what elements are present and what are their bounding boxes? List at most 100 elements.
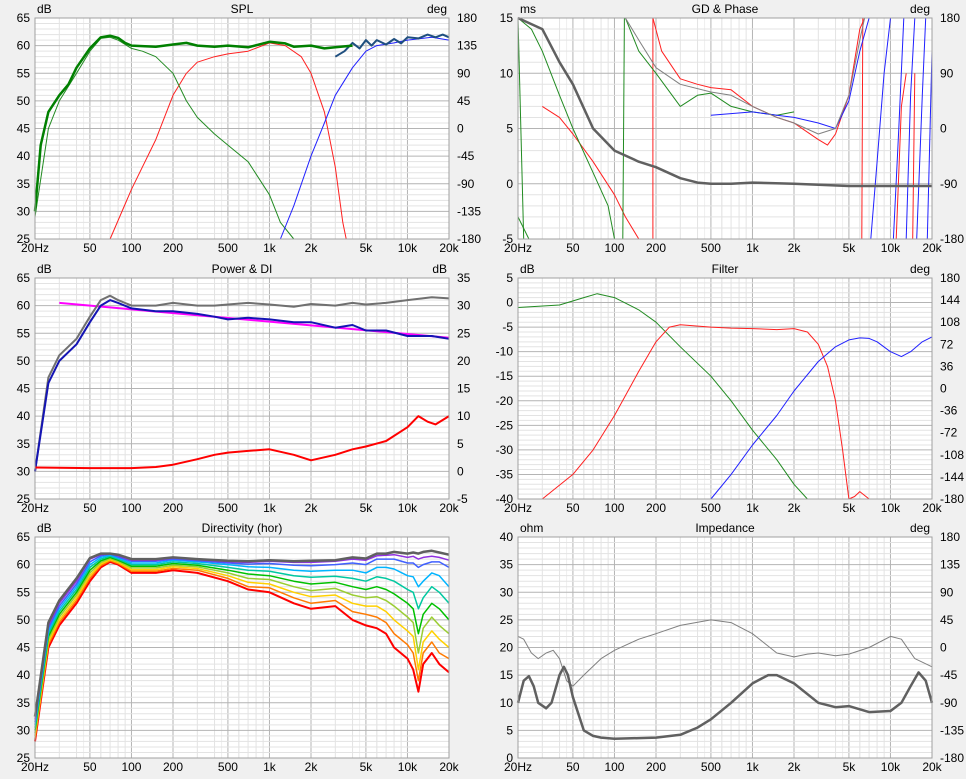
left-unit-label: ohm (520, 521, 543, 535)
x-tick-label: 5k (360, 501, 374, 515)
chart-title: Directivity (hor) (202, 521, 283, 535)
filter-chart: 20Hz 50 100 200 500 1k 2k 5k 10k 20k-40-35-30-25-… (496, 262, 965, 515)
x-tick-label: 2k (788, 760, 802, 774)
series-line-1 (517, 293, 808, 500)
x-tick-label: 10k (881, 501, 901, 515)
x-tick-label: 20Hz (504, 760, 532, 774)
y-tick-label: 40 (17, 149, 31, 163)
series-line-1 (109, 42, 347, 240)
x-tick-label: 200 (646, 760, 666, 774)
y-tick-label: -5 (502, 320, 513, 334)
x-tick-label: 500 (218, 760, 238, 774)
x-tick-label: 5k (843, 760, 857, 774)
series-line-10 (622, 17, 625, 240)
x-tick-label: 20k (922, 760, 942, 774)
series-group (34, 294, 450, 472)
series-line-3 (279, 36, 450, 240)
right-unit-label: deg (910, 521, 930, 535)
gd-phase-chart: 20Hz 50 100 200 500 1k 2k 5k 10k 20k -5 0 5 10 15 -180 -… (500, 2, 965, 255)
y-tick-label: 35 (17, 177, 31, 191)
series-line-6 (912, 73, 916, 240)
series-line-10 (33, 549, 450, 717)
x-tick-label: 10k (398, 760, 418, 774)
x-tick-label: 10k (881, 241, 901, 255)
y-tick-label: -5 (502, 232, 513, 246)
series-line-3 (34, 299, 450, 472)
x-tick-label: 100 (604, 760, 624, 774)
y2-tick-label: -108 (940, 448, 964, 462)
y2-tick-label: -180 (940, 751, 964, 765)
y2-tick-label: 90 (940, 66, 954, 80)
y2-tick-label: -45 (940, 668, 958, 682)
series-line-2 (516, 665, 934, 740)
chart-title: Impedance (695, 521, 755, 535)
y-tick-label: 65 (17, 530, 31, 544)
tick-labels: 20Hz 50 100 200 500 1k 2k 5k 10k 20k2530354045505… (17, 271, 471, 515)
x-tick-label: 100 (121, 760, 141, 774)
y2-tick-label: 90 (457, 66, 471, 80)
x-tick-label: 500 (218, 241, 238, 255)
y2-tick-label: 180 (940, 530, 960, 544)
y2-tick-label: 20 (457, 354, 471, 368)
power-di-chart: 20Hz 50 100 200 500 1k 2k 5k 10k 20k2530354045505… (17, 262, 471, 515)
series-line-4 (34, 557, 450, 734)
x-tick-label: 20k (439, 501, 459, 515)
grid (517, 17, 933, 240)
series-line-2 (34, 36, 295, 240)
y2-tick-label: -135 (457, 204, 481, 218)
tick-labels: 20Hz 50 100 200 500 1k 2k 5k 10k 20k2530354045505… (17, 11, 482, 255)
y2-tick-label: -45 (457, 149, 475, 163)
series-line-3 (34, 558, 450, 737)
x-tick-label: 50 (83, 760, 97, 774)
plot-frame (34, 277, 450, 500)
series-line-2 (541, 324, 870, 500)
x-tick-label: 100 (121, 501, 141, 515)
x-tick-label: 1k (263, 760, 277, 774)
y2-tick-label: 36 (940, 359, 954, 373)
spl-chart: 20Hz 50 100 200 500 1k 2k 5k 10k 20k 25 30 35 40 45 50 5… (17, 2, 482, 255)
y2-tick-label: -72 (940, 426, 958, 440)
y-tick-label: 35 (500, 558, 514, 572)
y-tick-label: 30 (17, 723, 31, 737)
series-line-19 (517, 16, 932, 188)
y2-tick-label: 135 (940, 558, 960, 572)
x-tick-label: 200 (646, 501, 666, 515)
y-tick-label: 65 (17, 11, 31, 25)
x-tick-label: 200 (163, 501, 183, 515)
plot-frame (34, 536, 450, 759)
x-tick-label: 1k (263, 501, 277, 515)
y-tick-label: 40 (500, 530, 514, 544)
y-tick-label: 45 (17, 122, 31, 136)
tick-labels: 20Hz 50 100 200 500 1k 2k 5k 10k 20k 0 5 10 15 20 25 30 3… (500, 530, 965, 774)
y-tick-label: 20 (500, 641, 514, 655)
y-tick-label: 60 (17, 558, 31, 572)
y-tick-label: -40 (496, 492, 514, 506)
right-unit-label: deg (910, 262, 930, 276)
chart-title: GD & Phase (692, 2, 759, 16)
y2-tick-label: 90 (940, 585, 954, 599)
y-tick-label: 35 (17, 696, 31, 710)
x-tick-label: 20k (439, 241, 459, 255)
left-unit-label: dB (37, 521, 52, 535)
y-tick-label: 40 (17, 409, 31, 423)
y2-tick-label: 180 (457, 11, 477, 25)
series-line-5 (895, 73, 907, 240)
x-tick-label: 100 (604, 501, 624, 515)
series-line-1 (34, 560, 450, 742)
y2-tick-label: -180 (940, 232, 964, 246)
y-tick-label: 5 (506, 271, 513, 285)
series-line-18 (624, 17, 866, 135)
left-unit-label: dB (37, 262, 52, 276)
y-tick-label: 50 (17, 354, 31, 368)
y-tick-label: 30 (17, 464, 31, 478)
series-line-14 (892, 17, 905, 240)
grid (34, 17, 450, 240)
y2-tick-label: -90 (940, 177, 958, 191)
y-tick-label: 0 (506, 296, 513, 310)
plot-frame (34, 17, 450, 240)
series-line-9 (517, 17, 525, 240)
y2-tick-label: -135 (940, 723, 964, 737)
y2-tick-label: -36 (940, 404, 958, 418)
y-tick-label: 5 (506, 723, 513, 737)
chart-title: Filter (712, 262, 739, 276)
